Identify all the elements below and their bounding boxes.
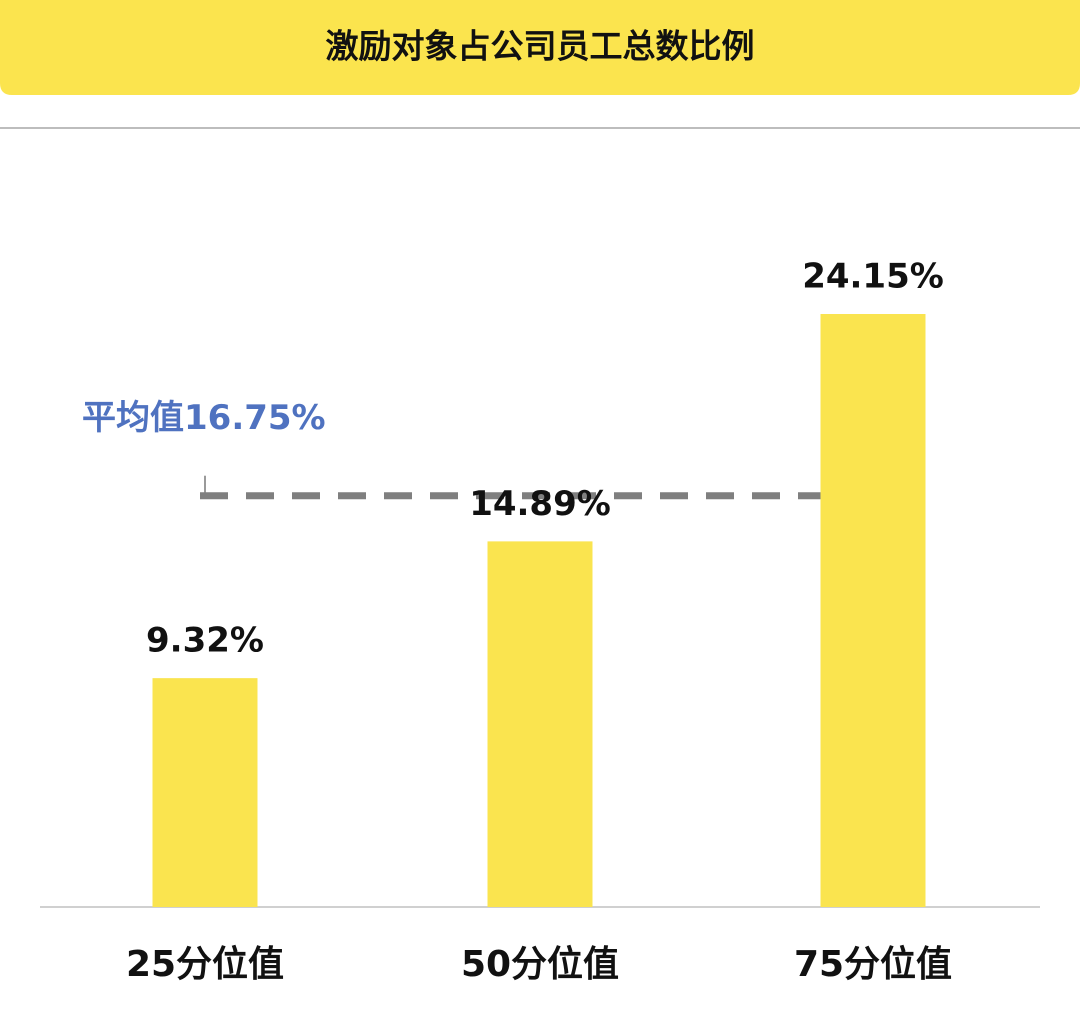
value-label: 24.15% — [802, 257, 944, 297]
bar — [152, 678, 258, 907]
x-tick-label: 25分位值 — [126, 944, 284, 985]
average-label: 平均值16.75% — [82, 398, 326, 438]
chart-title: 激励对象占公司员工总数比例 — [326, 27, 755, 66]
value-label: 9.32% — [146, 621, 264, 661]
bar — [820, 314, 926, 907]
x-tick-label: 50分位值 — [461, 944, 619, 985]
x-tick-label: 75分位值 — [794, 944, 952, 985]
value-label: 14.89% — [469, 484, 611, 524]
title-banner — [0, 0, 1080, 95]
bar — [487, 541, 593, 907]
